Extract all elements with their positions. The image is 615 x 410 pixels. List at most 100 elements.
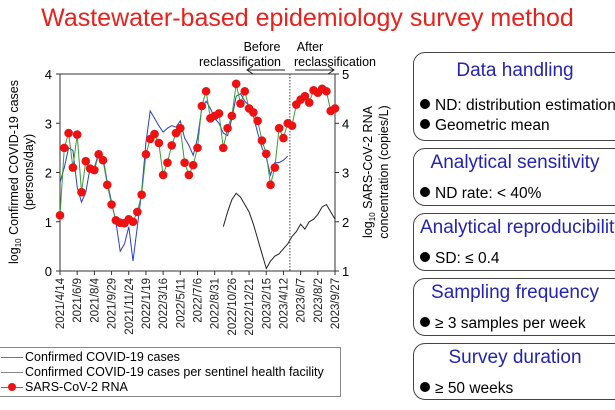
rna-data-point: [81, 156, 91, 166]
criteria-box-sampling-frequency: Sampling frequency ≥ 3 samples per week: [413, 278, 615, 336]
x-tick-label: 2021/11/24: [124, 277, 136, 334]
y2-tick-label: 2: [342, 215, 349, 230]
y-tick-label: 1: [45, 215, 52, 230]
rna-data-point: [77, 187, 86, 197]
rna-data-point: [270, 163, 280, 172]
legend-item-rna: SARS-CoV-2 RNA: [0, 380, 340, 395]
criteria-box-survey-duration: Survey duration ≥ 50 weeks: [413, 343, 615, 400]
x-tick-label: 2022/3/16: [158, 278, 170, 329]
rna-data-point: [102, 180, 112, 190]
chart-legend: Confirmed COVID-19 cases Confirmed COVID…: [0, 347, 341, 397]
rna-data-point: [167, 141, 177, 150]
rna-data-point: [236, 99, 245, 108]
criteria-box-analytical-reproducibility: Analytical reproducibility SD: ≤ 0.4: [413, 213, 615, 271]
rna-data-point: [184, 170, 194, 180]
rna-data-point: [322, 86, 331, 96]
rna-data-point: [287, 121, 297, 131]
x-tick-label: 2021/6/9: [72, 278, 84, 323]
y2-tick-label: 1: [342, 264, 349, 279]
legend-item-sentinel-cases: Confirmed COVID-19 cases per sentinel he…: [0, 365, 340, 380]
rna-data-point: [59, 143, 69, 153]
rna-data-point: [176, 123, 185, 133]
rna-data-point: [55, 211, 65, 220]
rna-data-point: [223, 123, 232, 133]
after-arrow-icon: [295, 65, 335, 75]
rna-data-point: [90, 165, 99, 175]
rna-data-point: [266, 180, 275, 190]
y2-axis-title-line2: concentration (copies/L): [377, 105, 391, 238]
x-tick-label: 2022/7/6: [193, 278, 205, 323]
before-reclassification-annotation: Before reclassification After reclassifi…: [199, 40, 376, 75]
before-label-1: Before: [244, 40, 281, 54]
x-tick-label: 2023/6/7: [296, 278, 308, 323]
x-tick-label: 2021/8/4: [89, 277, 101, 322]
legend-label: SARS-CoV-2 RNA: [25, 380, 128, 394]
rna-data-point: [94, 149, 103, 159]
rna-data-point: [133, 207, 142, 217]
rna-data-point: [68, 163, 78, 172]
rna-data-point: [141, 149, 151, 159]
rna-data-point: [201, 86, 211, 96]
red-dot-icon: [8, 383, 16, 391]
rna-data-point: [64, 128, 73, 138]
y2-axis-title: log10 SARS-CoV-2 RNA: [361, 105, 377, 238]
legend-label: Confirmed COVID-19 cases: [25, 350, 180, 364]
x-tick-label: 2023/2/15: [261, 278, 273, 329]
y-tick-label: 2: [45, 166, 52, 181]
x-tick-label: 2022/10/26: [227, 278, 239, 336]
criteria-bullet: ND rate: < 40%: [420, 185, 541, 203]
rna-data-point: [214, 109, 224, 118]
x-tick-label: 2022/1/19: [141, 278, 153, 329]
series-line-0: [59, 93, 289, 262]
x-tick-label: 2023/8/2: [313, 278, 325, 323]
rna-data-point: [150, 129, 159, 139]
series-line-1: [222, 192, 336, 270]
y-tick-label: 0: [45, 264, 52, 279]
chart-marks: [55, 79, 340, 270]
y2-tick-label: 5: [342, 67, 349, 82]
rna-data-point: [279, 133, 288, 143]
rna-data-point: [330, 104, 340, 113]
rna-data-point: [72, 130, 82, 139]
before-arrow-icon: [246, 65, 285, 75]
rna-data-point: [163, 158, 172, 167]
criteria-bullet: Geometric mean: [420, 117, 550, 135]
rna-data-point: [240, 86, 250, 96]
after-label-1: After: [297, 40, 323, 54]
rna-data-point: [107, 200, 116, 209]
criteria-box-analytical-sensitivity: Analytical sensitivity ND rate: < 40%: [413, 148, 615, 206]
legend-label: Confirmed COVID-19 cases per sentinel he…: [25, 365, 324, 379]
y-tick-label: 3: [45, 116, 52, 131]
rna-data-point: [231, 79, 241, 89]
rna-data-point: [98, 155, 108, 165]
criteria-bullet: ≥ 3 samples per week: [420, 315, 586, 333]
criteria-bullet: ND: distribution estimation: [420, 97, 615, 115]
x-tick-label: 2022/8/31: [210, 278, 222, 329]
y-axis-title-line2: (persons/day): [22, 134, 36, 210]
rna-data-point: [180, 158, 189, 167]
x-tick-label: 2022/12/21: [244, 278, 256, 336]
criteria-box-data-handling: Data handling ND: distribution estimatio…: [413, 52, 615, 141]
rna-data-point: [253, 116, 262, 126]
after-label-2: reclassification: [294, 55, 376, 69]
rna-data-point: [274, 123, 284, 133]
rna-data-point: [249, 108, 258, 117]
criteria-title: Analytical reproducibility: [420, 217, 615, 238]
y-tick-label: 4: [45, 67, 52, 82]
criteria-bullet: SD: ≤ 0.4: [420, 250, 500, 268]
y2-tick-label: 3: [342, 166, 349, 181]
x-tick-label: 2021/9/29: [107, 278, 119, 329]
x-tick-label: 2022/5/11: [175, 278, 187, 328]
rna-data-point: [227, 111, 237, 121]
x-tick-label: 2021/4/14: [55, 277, 67, 329]
rna-data-point: [158, 170, 168, 180]
rna-data-point: [137, 190, 146, 199]
x-tick-label: 2023/4/12: [278, 278, 290, 329]
criteria-title: Survey duration: [448, 347, 582, 368]
rna-data-point: [128, 217, 138, 227]
criteria-title: Data handling: [456, 60, 574, 81]
criteria-bullet: ≥ 50 weeks: [420, 380, 513, 398]
rna-data-point: [188, 160, 198, 170]
before-label-2: reclassification: [199, 55, 281, 69]
legend-item-confirmed-cases: Confirmed COVID-19 cases: [0, 350, 340, 365]
